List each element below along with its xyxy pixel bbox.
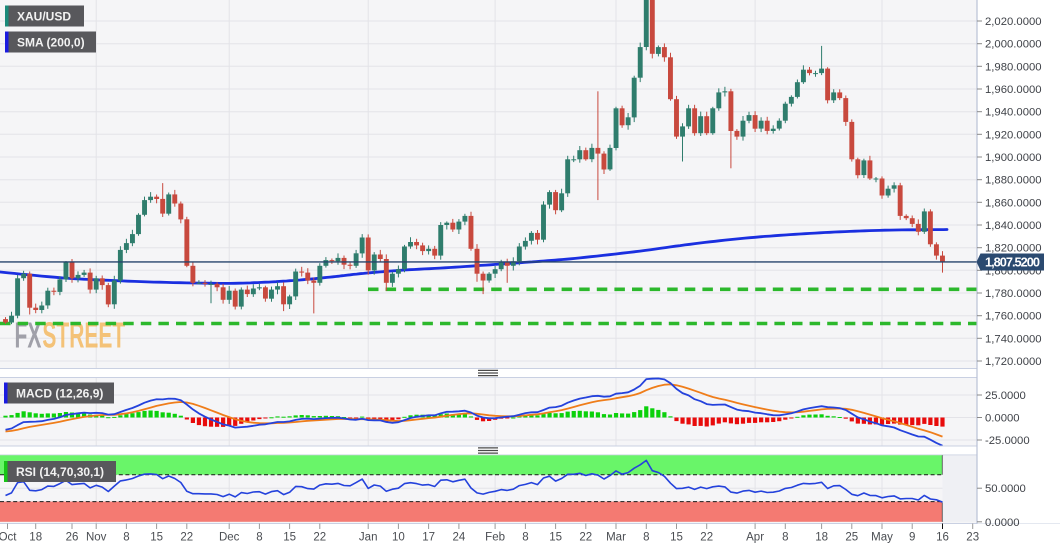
svg-text:25: 25 bbox=[845, 532, 858, 544]
svg-text:17: 17 bbox=[422, 532, 435, 544]
svg-text:MACD (12,26,9): MACD (12,26,9) bbox=[16, 387, 103, 401]
svg-text:1,840.0000: 1,840.0000 bbox=[985, 220, 1042, 232]
svg-text:8: 8 bbox=[522, 532, 528, 544]
svg-text:STREET: STREET bbox=[42, 316, 125, 356]
svg-text:1,860.0000: 1,860.0000 bbox=[985, 197, 1042, 209]
svg-text:8: 8 bbox=[123, 532, 129, 544]
svg-text:Jan: Jan bbox=[359, 532, 378, 544]
svg-text:Apr: Apr bbox=[746, 532, 764, 544]
svg-text:FX: FX bbox=[15, 316, 42, 356]
svg-text:50.0000: 50.0000 bbox=[985, 483, 1026, 495]
svg-text:2,000.0000: 2,000.0000 bbox=[985, 39, 1042, 51]
svg-text:25.0000: 25.0000 bbox=[985, 390, 1026, 402]
svg-text:1,720.0000: 1,720.0000 bbox=[985, 356, 1042, 368]
svg-text:Dec: Dec bbox=[219, 532, 240, 544]
svg-text:8: 8 bbox=[643, 532, 649, 544]
svg-text:SMA (200,0): SMA (200,0) bbox=[17, 36, 85, 50]
svg-text:1,780.0000: 1,780.0000 bbox=[985, 288, 1042, 300]
svg-text:0.0000: 0.0000 bbox=[985, 413, 1020, 425]
svg-text:1,820.0000: 1,820.0000 bbox=[985, 243, 1042, 255]
svg-text:1,920.0000: 1,920.0000 bbox=[985, 129, 1042, 141]
svg-text:1,960.0000: 1,960.0000 bbox=[985, 84, 1042, 96]
svg-text:22: 22 bbox=[313, 532, 326, 544]
svg-text:XAU/USD: XAU/USD bbox=[17, 10, 71, 24]
svg-text:1,807.5200: 1,807.5200 bbox=[985, 255, 1040, 270]
svg-text:0.0000: 0.0000 bbox=[985, 517, 1020, 529]
svg-text:8: 8 bbox=[782, 532, 788, 544]
svg-text:Nov: Nov bbox=[86, 532, 107, 544]
svg-text:22: 22 bbox=[700, 532, 713, 544]
svg-text:8: 8 bbox=[256, 532, 262, 544]
svg-text:15: 15 bbox=[283, 532, 296, 544]
svg-text:26: 26 bbox=[66, 532, 79, 544]
svg-text:18: 18 bbox=[29, 532, 42, 544]
svg-text:-25.0000: -25.0000 bbox=[985, 435, 1030, 447]
svg-text:Mar: Mar bbox=[606, 532, 626, 544]
svg-text:1,760.0000: 1,760.0000 bbox=[985, 311, 1042, 323]
svg-text:1,940.0000: 1,940.0000 bbox=[985, 107, 1042, 119]
svg-text:RSI (14,70,30,1): RSI (14,70,30,1) bbox=[16, 465, 104, 479]
svg-text:Oct: Oct bbox=[0, 532, 17, 544]
svg-text:15: 15 bbox=[150, 532, 163, 544]
svg-text:9: 9 bbox=[909, 532, 915, 544]
svg-text:10: 10 bbox=[392, 532, 405, 544]
svg-text:23: 23 bbox=[966, 532, 979, 544]
svg-text:18: 18 bbox=[815, 532, 828, 544]
svg-text:Feb: Feb bbox=[485, 532, 505, 544]
svg-text:1,740.0000: 1,740.0000 bbox=[985, 333, 1042, 345]
svg-text:1,880.0000: 1,880.0000 bbox=[985, 175, 1042, 187]
svg-text:16: 16 bbox=[936, 532, 949, 544]
svg-text:22: 22 bbox=[579, 532, 592, 544]
svg-text:2,020.0000: 2,020.0000 bbox=[985, 16, 1042, 28]
svg-text:1,980.0000: 1,980.0000 bbox=[985, 61, 1042, 73]
svg-text:1,900.0000: 1,900.0000 bbox=[985, 152, 1042, 164]
svg-text:15: 15 bbox=[670, 532, 683, 544]
svg-text:May: May bbox=[871, 532, 893, 544]
svg-text:24: 24 bbox=[453, 532, 466, 544]
svg-text:22: 22 bbox=[180, 532, 193, 544]
svg-text:15: 15 bbox=[549, 532, 562, 544]
